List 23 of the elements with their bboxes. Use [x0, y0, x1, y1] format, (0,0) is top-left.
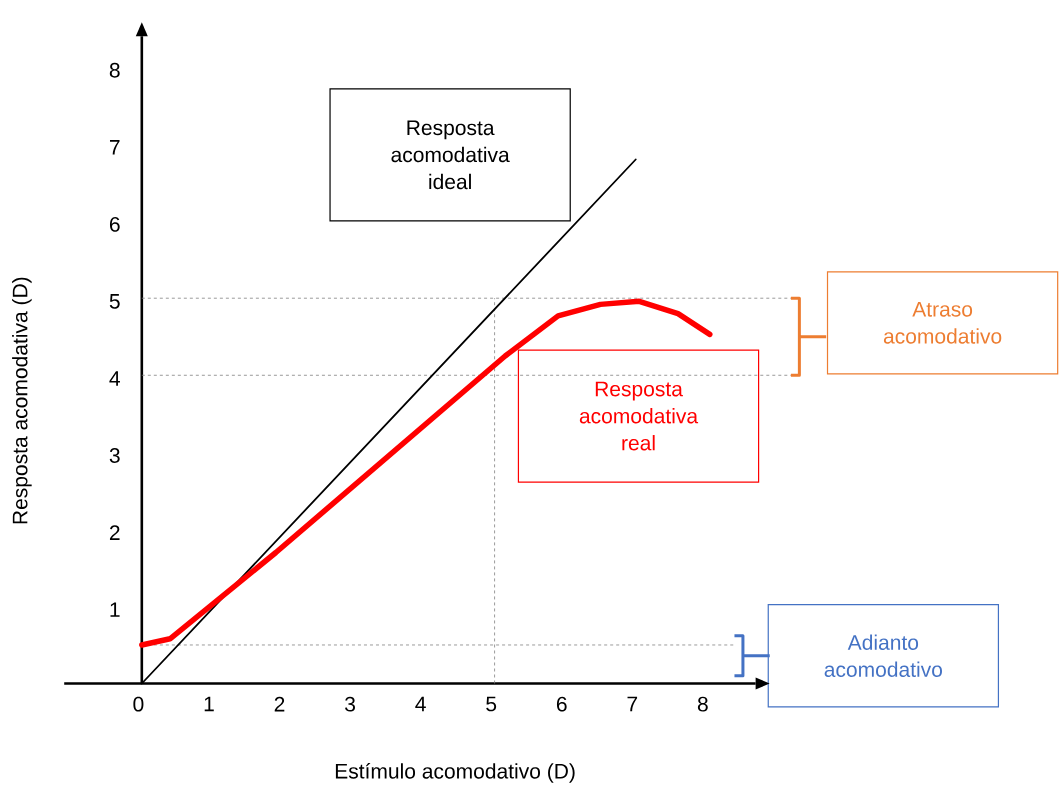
x-tick-label: 1: [204, 696, 214, 712]
text: Resposta acomodativa real: [579, 381, 699, 451]
y-tick-label: 6: [109, 216, 120, 232]
x-axis-title: Estímulo acomodativo (D): [335, 763, 575, 783]
y-tick-label: 4: [109, 371, 120, 386]
x-tick-label: 7: [627, 696, 638, 712]
y-tick-label: 7: [109, 140, 120, 155]
x-tick-label: 5: [486, 696, 497, 712]
x-tick-label: 6: [556, 696, 567, 712]
text: Adianto acomodativo: [824, 634, 943, 678]
y-tick-label: 3: [109, 448, 120, 463]
x-tick-label: 2: [274, 696, 285, 712]
y-axis-title: Resposta acomodativa (D): [12, 277, 32, 524]
x-tick-label: 0: [133, 696, 144, 712]
x-tick-label: 8: [697, 696, 708, 712]
x-tick-label: 4: [415, 696, 426, 712]
text: Atraso acomodativo: [883, 302, 1002, 344]
y-tick-label: 5: [109, 294, 120, 309]
y-tick-label: 1: [110, 602, 120, 617]
text: Resposta acomodativa ideal: [391, 120, 510, 190]
x-tick-label: 3: [345, 696, 355, 712]
y-tick-label: 2: [109, 525, 120, 540]
y-tick-label: 8: [109, 62, 120, 78]
